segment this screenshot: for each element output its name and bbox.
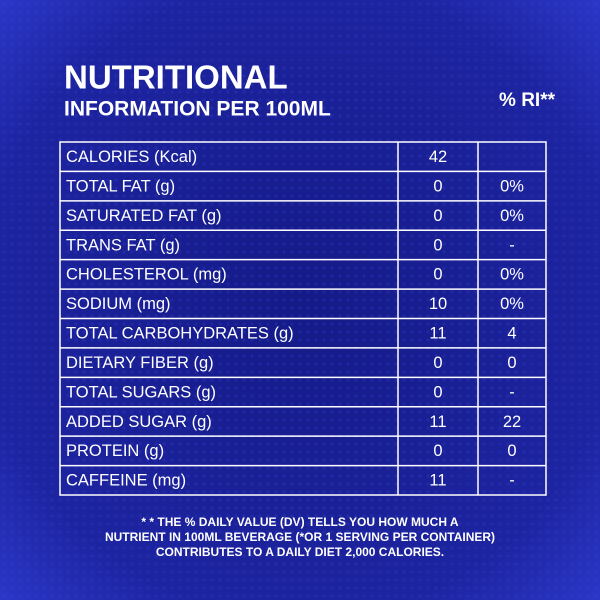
amount: 42 [429,148,447,166]
footnote-line: NUTRIENT IN 100ML BEVERAGE (*OR 1 SERVIN… [105,530,495,544]
nutrition-table: CALORIES (Kcal) 42 TOTAL FAT (g) 0 0% SATURAT… [59,141,547,496]
ri-percent: 4 [507,325,516,343]
footnote-line: * * THE % DAILY VALUE (DV) TELLS YOU HOW… [141,515,458,529]
footnote-line: CONTRIBUTES TO A DAILY DIET 2,000 CALORI… [156,545,444,559]
amount: 10 [429,295,447,313]
amount: 0 [433,354,442,372]
ri-percent: 0% [500,295,524,313]
amount: 11 [429,413,446,431]
amount: 0 [433,383,442,401]
amount: 0 [433,442,442,460]
ri-percent: 22 [503,413,521,431]
nutrient-name: DIETARY FIBER (g) [66,354,214,372]
footnote: * * THE % DAILY VALUE (DV) TELLS YOU HOW… [105,515,495,559]
title: NUTRITIONAL [64,59,288,96]
ri-heading: % RI** [499,90,556,111]
amount: 11 [429,325,446,343]
nutrient-name: CHOLESTEROL (mg) [66,266,227,284]
nutrient-name: TOTAL SUGARS (g) [66,383,216,401]
nutrient-name: SATURATED FAT (g) [66,207,222,225]
ri-percent: - [509,472,515,490]
ri-percent: 0 [507,354,516,372]
ri-percent: 0% [500,266,524,284]
nutrient-name: TRANS FAT (g) [66,236,180,254]
nutrient-name: ADDED SUGAR (g) [66,413,212,431]
amount: 0 [433,207,442,225]
amount: 0 [433,236,442,254]
subtitle: INFORMATION PER 100ML [64,98,331,121]
amount: 0 [433,266,442,284]
ri-percent: 0 [507,442,516,460]
amount: 0 [433,177,442,195]
nutrient-name: CALORIES (Kcal) [66,148,197,166]
ri-percent: 0% [500,177,524,195]
nutrient-name: CAFFEINE (mg) [66,472,186,490]
nutrient-name: TOTAL CARBOHYDRATES (g) [66,325,294,343]
ri-percent: 0% [500,207,524,225]
amount: 11 [429,472,446,490]
nutrient-name: PROTEIN (g) [66,442,164,460]
ri-percent: - [509,236,515,254]
ri-percent: - [509,383,515,401]
nutrient-name: SODIUM (mg) [66,295,171,313]
nutrient-name: TOTAL FAT (g) [66,177,175,195]
